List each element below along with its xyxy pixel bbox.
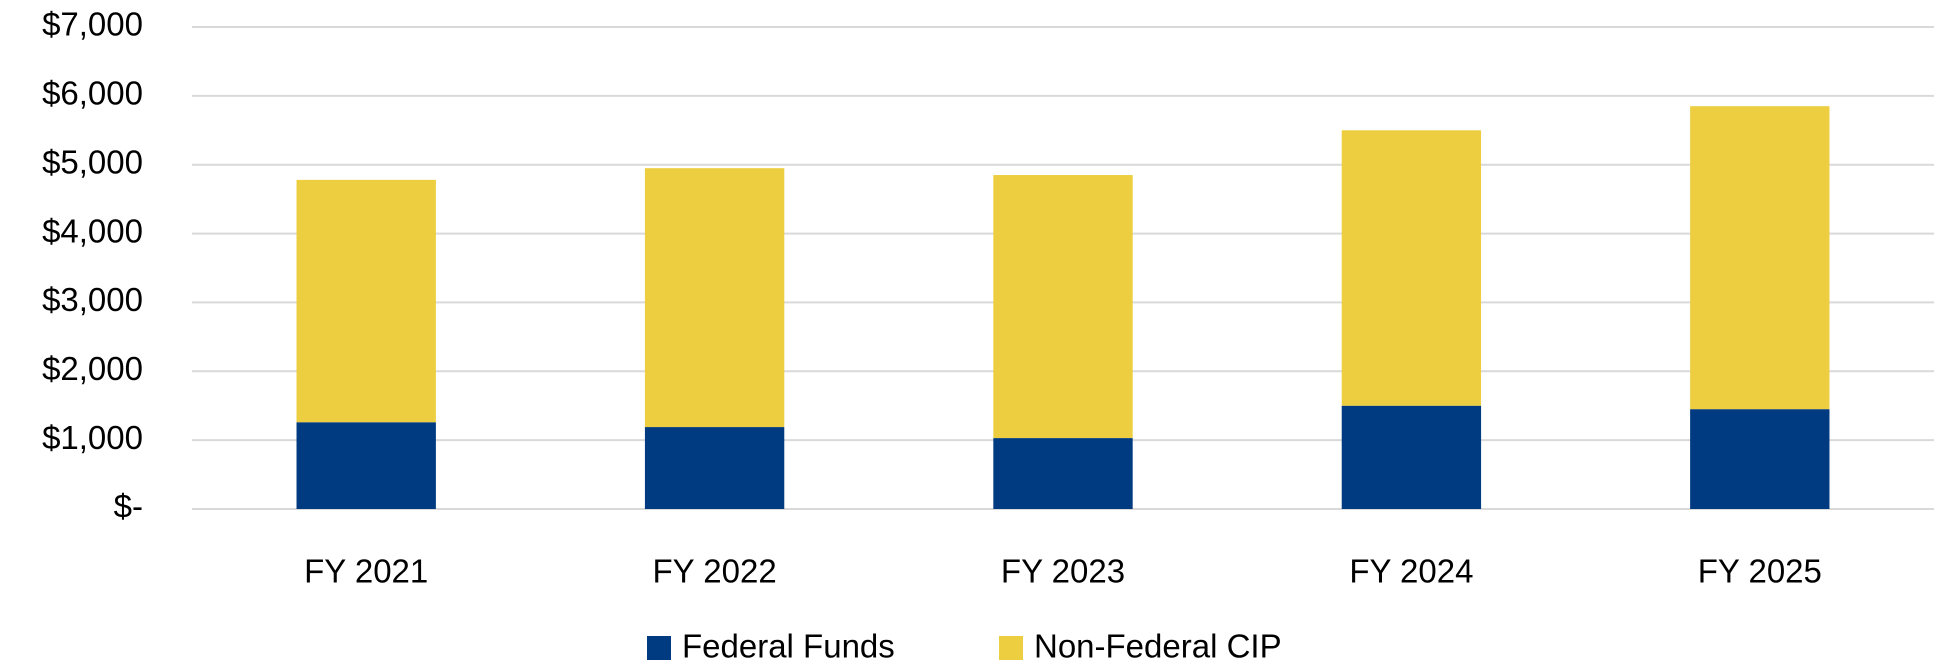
legend-label: Federal Funds bbox=[682, 628, 895, 664]
bar-segment bbox=[644, 427, 785, 509]
y-tick-label: $- bbox=[114, 488, 143, 525]
x-tick-label: FY 2021 bbox=[304, 553, 428, 590]
bar-segment bbox=[1690, 106, 1830, 410]
y-tick-label: $3,000 bbox=[42, 281, 143, 318]
bar-segment bbox=[296, 422, 436, 509]
legend-swatch bbox=[999, 636, 1023, 660]
bar-segment bbox=[993, 175, 1133, 439]
legend-swatch bbox=[647, 636, 671, 660]
y-tick-label: $1,000 bbox=[42, 419, 143, 456]
y-tick-label: $7,000 bbox=[42, 6, 143, 43]
x-tick-label: FY 2024 bbox=[1349, 553, 1473, 590]
bar-segment bbox=[296, 179, 436, 423]
bar-segment bbox=[1341, 130, 1482, 406]
x-tick-label: FY 2023 bbox=[1001, 553, 1125, 590]
bar-segment bbox=[1341, 405, 1482, 509]
legend-label: Non-Federal CIP bbox=[1034, 628, 1282, 664]
x-tick-label: FY 2022 bbox=[653, 553, 777, 590]
bar-segment bbox=[644, 168, 785, 428]
bar-segment bbox=[993, 438, 1133, 509]
y-tick-label: $4,000 bbox=[42, 212, 143, 249]
y-tick-label: $6,000 bbox=[42, 75, 143, 112]
bar-segment bbox=[1690, 409, 1830, 509]
y-tick-label: $2,000 bbox=[42, 350, 143, 387]
y-tick-label: $5,000 bbox=[42, 143, 143, 180]
x-tick-label: FY 2025 bbox=[1698, 553, 1822, 590]
